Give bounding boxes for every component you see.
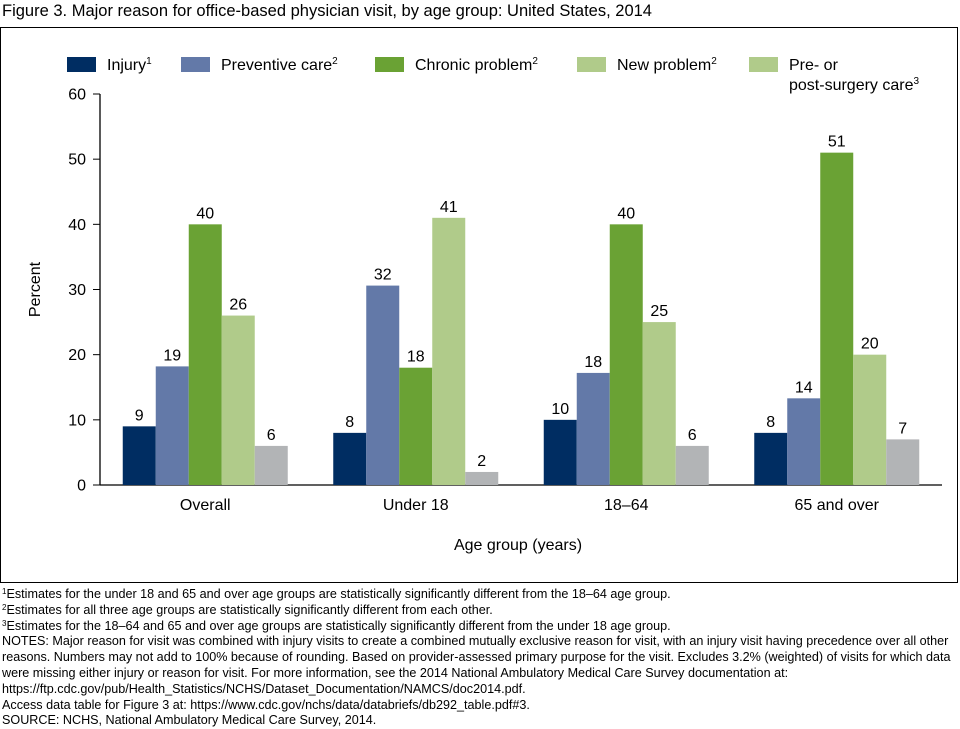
bar xyxy=(399,367,433,485)
bar xyxy=(754,432,788,485)
data-label: 10 xyxy=(551,401,569,418)
bar xyxy=(465,471,499,485)
bar xyxy=(221,315,255,485)
bar xyxy=(543,419,577,485)
y-tick-label: 20 xyxy=(68,347,86,364)
legend-label: Injury1 xyxy=(107,56,152,74)
footnote-1: 1Estimates for the under 18 and 65 and o… xyxy=(2,587,671,601)
data-label: 18 xyxy=(584,354,602,371)
data-label: 20 xyxy=(861,336,879,353)
bar xyxy=(787,398,821,485)
y-tick-label: 0 xyxy=(77,478,86,495)
figure-title: Figure 3. Major reason for office-based … xyxy=(2,2,652,20)
bar xyxy=(675,445,709,485)
legend-swatch xyxy=(67,57,96,72)
data-label: 26 xyxy=(229,297,247,314)
data-label: 6 xyxy=(688,427,697,444)
bar xyxy=(432,217,466,486)
bar xyxy=(155,366,189,485)
footnote-2: 2Estimates for all three age groups are … xyxy=(2,602,493,617)
access-data-text: Access data table for Figure 3 at: https… xyxy=(2,697,530,712)
data-label: 32 xyxy=(374,267,392,284)
bar xyxy=(122,426,156,485)
data-label: 8 xyxy=(345,414,354,431)
data-label: 9 xyxy=(135,407,144,424)
legend-swatch xyxy=(577,57,606,72)
bar xyxy=(609,224,643,486)
bar-chart: 0102030405060Percent91940266Overall83218… xyxy=(27,56,942,554)
notes-section: 1Estimates for the under 18 and 65 and o… xyxy=(2,587,958,729)
data-label: 40 xyxy=(617,205,635,222)
source-text: SOURCE: NCHS, National Ambulatory Medica… xyxy=(2,713,377,728)
y-tick-label: 40 xyxy=(68,217,86,234)
y-tick-label: 50 xyxy=(68,152,86,169)
data-label: 40 xyxy=(196,205,214,222)
chart-frame: 0 10 20 30 40 50 60 Percent 9 19 40 26 6 Overall 8 32 18… xyxy=(0,27,958,583)
data-label: 18 xyxy=(407,349,425,366)
y-tick-label: 60 xyxy=(68,87,86,104)
x-tick-label: 18–64 xyxy=(604,497,649,514)
x-tick-label: 65 and over xyxy=(794,497,879,514)
bar xyxy=(886,439,920,485)
data-label: 19 xyxy=(163,347,181,364)
x-axis-label: Age group (years) xyxy=(454,537,582,554)
bar xyxy=(576,372,610,485)
y-tick-label: 30 xyxy=(68,282,86,299)
bar xyxy=(188,224,222,486)
legend-swatch xyxy=(375,57,404,72)
data-label: 41 xyxy=(440,199,458,216)
x-tick-label: Overall xyxy=(180,497,231,514)
legend-swatch xyxy=(181,57,210,72)
legend-label: Pre- or xyxy=(789,57,839,74)
bar xyxy=(366,285,400,485)
data-label: 7 xyxy=(898,420,907,437)
legend-label: New problem2 xyxy=(617,56,717,74)
legend-label: post-surgery care3 xyxy=(789,76,920,94)
data-label: 25 xyxy=(650,303,668,320)
legend-label: Preventive care2 xyxy=(221,56,338,74)
y-axis-label: Percent xyxy=(27,261,44,317)
notes-text: NOTES: Major reason for visit was combin… xyxy=(2,634,951,696)
data-label: 6 xyxy=(267,427,276,444)
x-tick-label: Under 18 xyxy=(383,497,449,514)
legend-label: Chronic problem2 xyxy=(415,56,538,74)
legend-swatch xyxy=(749,57,778,72)
bar xyxy=(853,354,887,485)
y-tick-label: 10 xyxy=(68,412,86,429)
data-label: 2 xyxy=(477,453,486,470)
bar xyxy=(642,322,676,485)
data-label: 8 xyxy=(766,414,775,431)
data-label: 51 xyxy=(828,134,846,151)
footnote-3: 3Estimates for the 18–64 and 65 and over… xyxy=(2,618,671,633)
bar xyxy=(254,445,288,485)
bar xyxy=(820,152,854,485)
data-label: 14 xyxy=(795,379,813,396)
bar xyxy=(333,432,367,485)
